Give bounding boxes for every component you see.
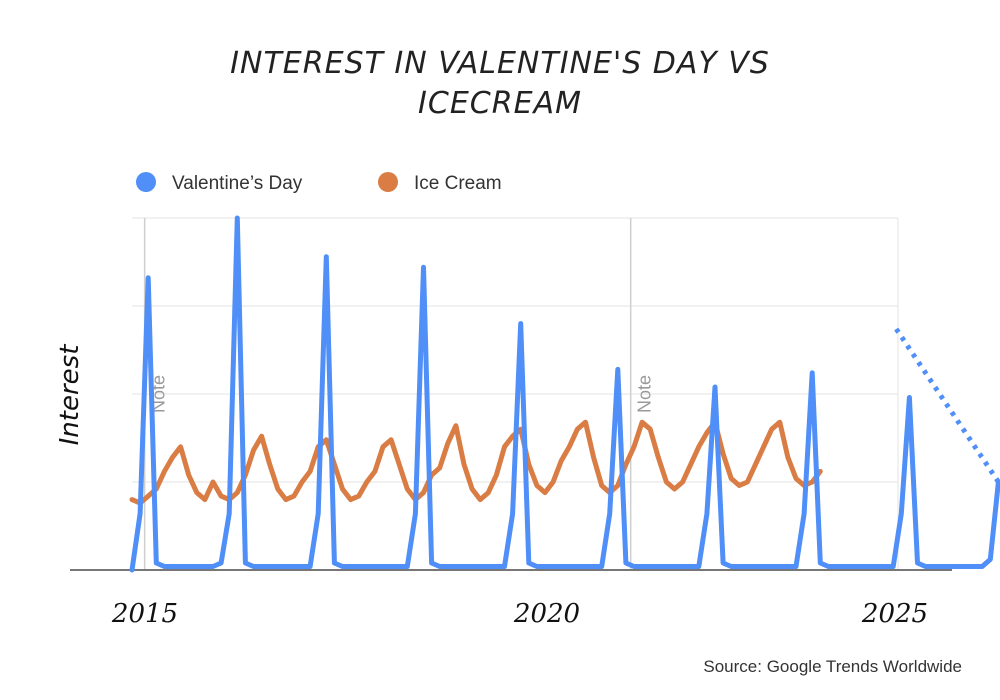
x-tick-label-2015: 2015 (111, 599, 178, 629)
legend-marker-valentines-day (136, 172, 156, 192)
plot-area (129, 215, 1000, 573)
note-label-2: Note (635, 375, 655, 413)
y-axis-label: Interest (55, 344, 85, 446)
series-line-valentine-s-day (129, 215, 1000, 573)
legend: Valentine’s Day Ice Cream (136, 172, 502, 194)
legend-label-valentines-day: Valentine’s Day (172, 173, 303, 194)
x-tick-label-2020: 2020 (513, 599, 580, 629)
x-tick-label-2025: 2025 (861, 599, 928, 629)
legend-label-ice-cream: Ice Cream (414, 173, 502, 194)
chart-title-line-2: ICECREAM (418, 86, 582, 121)
legend-marker-ice-cream (378, 172, 398, 192)
gridlines (132, 217, 899, 570)
series-line-ice-cream (129, 419, 823, 506)
source-note: Source: Google Trends Worldwide (703, 657, 962, 676)
chart-title-line-1: INTEREST IN VALENTINE'S DAY VS (230, 46, 770, 81)
series-forecast-valentine-s-day (892, 325, 1000, 484)
